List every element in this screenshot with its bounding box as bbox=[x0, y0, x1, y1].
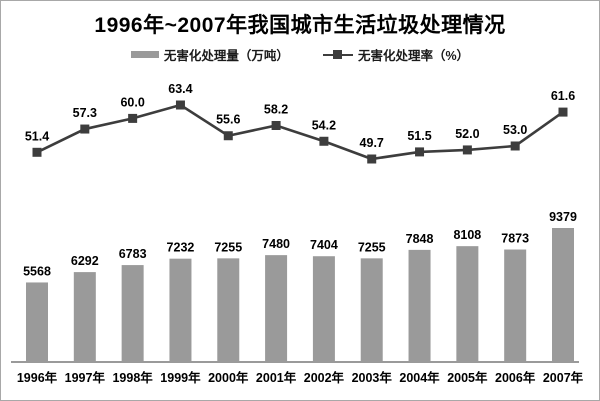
bar-value-label: 7480 bbox=[262, 237, 290, 251]
line-value-label: 61.6 bbox=[551, 89, 575, 103]
bar-value-label: 7255 bbox=[214, 240, 242, 254]
line-value-label: 53.0 bbox=[503, 123, 527, 137]
x-axis-tick-label: 2003年 bbox=[352, 370, 393, 385]
line-marker bbox=[415, 147, 425, 157]
x-axis-tick-label: 2006年 bbox=[495, 370, 536, 385]
bar bbox=[552, 228, 574, 362]
line-value-label: 63.4 bbox=[168, 82, 192, 96]
legend-item-line-series: 无害化处理率（%） bbox=[322, 45, 470, 64]
bar bbox=[360, 258, 383, 362]
legend-item-bar-series: 无害化处理量（万吨） bbox=[130, 45, 289, 64]
line-value-label: 58.2 bbox=[264, 102, 288, 116]
line-value-label: 60.0 bbox=[120, 95, 144, 109]
line-swatch-square bbox=[332, 50, 342, 59]
bar bbox=[169, 258, 192, 362]
x-axis-tick-label: 2004年 bbox=[399, 370, 440, 385]
x-axis-tick-label: 1999年 bbox=[160, 370, 201, 385]
line-marker bbox=[223, 131, 233, 141]
bar-value-label: 5568 bbox=[23, 264, 51, 278]
line-marker-swatch-icon bbox=[322, 49, 353, 60]
bar bbox=[73, 272, 96, 362]
line-marker bbox=[510, 141, 520, 151]
rate-line bbox=[36, 103, 564, 161]
chart-title: 1996年~2007年我国城市生活垃圾处理情况 bbox=[94, 14, 506, 37]
x-axis-tick-label: 2000年 bbox=[208, 370, 249, 385]
line-value-label: 55.6 bbox=[216, 113, 240, 127]
line-value-label: 51.4 bbox=[25, 129, 49, 143]
bar bbox=[504, 249, 527, 362]
line-marker bbox=[80, 124, 90, 134]
x-axis-tick-label: 2007年 bbox=[543, 370, 584, 385]
bar-value-label: 8108 bbox=[453, 228, 481, 242]
bar-value-label: 7255 bbox=[358, 240, 386, 254]
line-value-label: 54.2 bbox=[312, 118, 336, 132]
bar-value-label: 6783 bbox=[119, 247, 147, 261]
bar-value-label: 7404 bbox=[310, 238, 338, 252]
legend-label-bar: 无害化处理量（万吨） bbox=[163, 49, 289, 63]
bar bbox=[265, 255, 288, 362]
legend-label-line: 无害化处理率（%） bbox=[357, 49, 470, 63]
bar-value-label: 9379 bbox=[549, 210, 577, 224]
bar bbox=[456, 246, 479, 362]
bar bbox=[26, 282, 48, 362]
x-axis-tick-label: 2002年 bbox=[304, 370, 345, 385]
x-axis-tick-label: 1997年 bbox=[65, 370, 106, 385]
x-axis-tick-label: 1998年 bbox=[112, 370, 153, 385]
line-value-label: 52.0 bbox=[455, 127, 479, 141]
line-marker bbox=[271, 120, 281, 130]
line-value-label: 57.3 bbox=[73, 106, 97, 120]
bar-value-label: 7848 bbox=[406, 232, 434, 246]
bar-swatch-icon bbox=[130, 51, 159, 58]
bar-value-label: 7232 bbox=[167, 241, 195, 255]
line-marker bbox=[128, 113, 138, 123]
bar bbox=[408, 249, 431, 362]
bar bbox=[217, 258, 240, 362]
line-marker bbox=[367, 154, 377, 164]
x-axis-tick-label: 1996年 bbox=[17, 370, 58, 385]
line-marker bbox=[175, 100, 185, 110]
bar-value-label: 7873 bbox=[501, 232, 529, 246]
line-marker bbox=[558, 107, 568, 117]
bar-value-label: 6292 bbox=[71, 254, 99, 268]
line-marker bbox=[462, 145, 472, 155]
line-marker bbox=[319, 136, 329, 146]
line-value-label: 49.7 bbox=[360, 136, 384, 150]
bar bbox=[121, 265, 144, 362]
line-value-label: 51.5 bbox=[407, 129, 431, 143]
bar bbox=[312, 256, 335, 362]
line-marker bbox=[32, 147, 42, 157]
legend: 无害化处理量（万吨） 无害化处理率（%） bbox=[1, 45, 599, 64]
x-axis-tick-label: 2001年 bbox=[256, 370, 297, 385]
x-axis-tick-label: 2005年 bbox=[447, 370, 488, 385]
